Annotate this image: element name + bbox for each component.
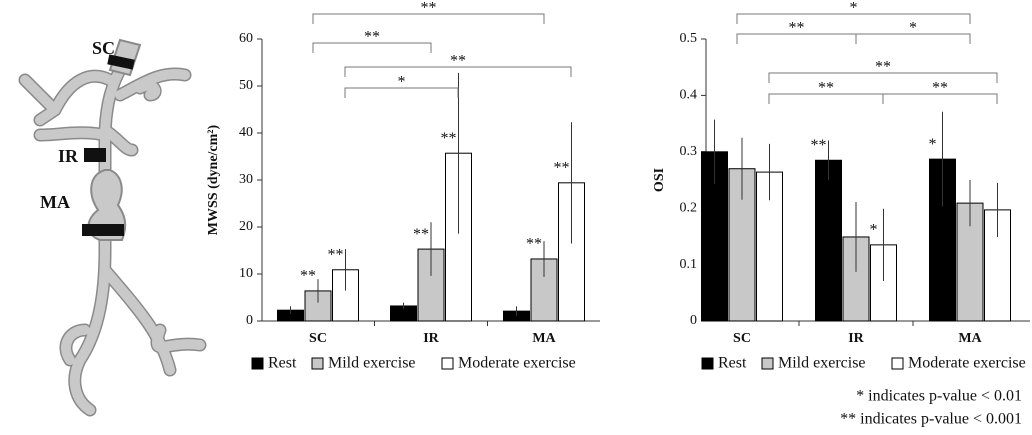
bracket-label: * bbox=[850, 0, 858, 17]
y-tick-label: 60 bbox=[239, 31, 253, 46]
y-tick-label: 0.4 bbox=[680, 88, 698, 103]
x-tick-label: MA bbox=[532, 331, 556, 346]
significance-star: ** bbox=[554, 159, 570, 176]
figure: SC IR MA * indicates p-value < 0.01 ** i… bbox=[0, 0, 1032, 435]
bracket-label: ** bbox=[932, 80, 948, 97]
significance-star: * bbox=[870, 222, 878, 239]
y-tick-label: 30 bbox=[239, 172, 253, 187]
y-tick-label: 0.3 bbox=[680, 144, 698, 159]
bar bbox=[816, 160, 842, 321]
legend-label: Moderate exercise bbox=[458, 355, 576, 372]
legend-label: Rest bbox=[718, 355, 747, 372]
region-label: IR bbox=[58, 146, 79, 166]
x-tick-label: SC bbox=[309, 331, 327, 346]
x-tick-label: IR bbox=[848, 331, 864, 346]
legend-label: Mild exercise bbox=[778, 355, 866, 372]
significance-star: ** bbox=[300, 268, 316, 285]
y-tick-label: 50 bbox=[239, 78, 253, 93]
y-tick-label: 0.1 bbox=[680, 257, 698, 272]
significance-star: ** bbox=[526, 236, 542, 253]
y-tick-label: 40 bbox=[239, 125, 253, 140]
legend-swatch bbox=[702, 358, 713, 369]
y-tick-label: 20 bbox=[239, 219, 253, 234]
region-label: SC bbox=[92, 38, 115, 58]
bracket-label: ** bbox=[789, 20, 805, 37]
bracket-label: ** bbox=[818, 80, 834, 97]
y-tick-label: 0 bbox=[246, 313, 253, 328]
legend-label: Mild exercise bbox=[328, 355, 416, 372]
significance-star: ** bbox=[413, 226, 429, 243]
bracket-label: ** bbox=[364, 29, 380, 46]
x-tick-label: SC bbox=[733, 331, 751, 346]
bracket-label: ** bbox=[421, 0, 437, 17]
x-tick-label: MA bbox=[958, 331, 982, 346]
region-label: MA bbox=[40, 192, 70, 212]
y-tick-label: 0.2 bbox=[680, 200, 698, 215]
legend-swatch bbox=[252, 358, 263, 369]
aorta-illustration bbox=[25, 40, 200, 410]
y-axis-label: OSI bbox=[652, 168, 667, 192]
significance-star: ** bbox=[441, 130, 457, 147]
bracket-label: * bbox=[909, 20, 917, 37]
legend-swatch bbox=[762, 358, 773, 369]
legend-swatch bbox=[892, 358, 903, 369]
bracket-label: ** bbox=[450, 53, 466, 70]
legend-swatch bbox=[312, 358, 323, 369]
footnote: ** indicates p-value < 0.001 bbox=[840, 411, 1022, 428]
y-tick-label: 0.5 bbox=[680, 31, 698, 46]
y-axis-label: MWSS (dyne/cm²) bbox=[206, 124, 221, 235]
footnote: * indicates p-value < 0.01 bbox=[856, 388, 1022, 405]
y-tick-label: 10 bbox=[239, 266, 253, 281]
significance-star: ** bbox=[811, 137, 827, 154]
bracket-label: * bbox=[398, 74, 406, 91]
legend-label: Rest bbox=[268, 355, 297, 372]
legend-label: Moderate exercise bbox=[908, 355, 1026, 372]
significance-star: * bbox=[929, 136, 937, 153]
y-tick-label: 0 bbox=[690, 313, 697, 328]
x-tick-label: IR bbox=[423, 331, 439, 346]
significance-star: ** bbox=[328, 246, 344, 263]
legend-swatch bbox=[442, 358, 453, 369]
bracket-label: ** bbox=[875, 59, 891, 76]
